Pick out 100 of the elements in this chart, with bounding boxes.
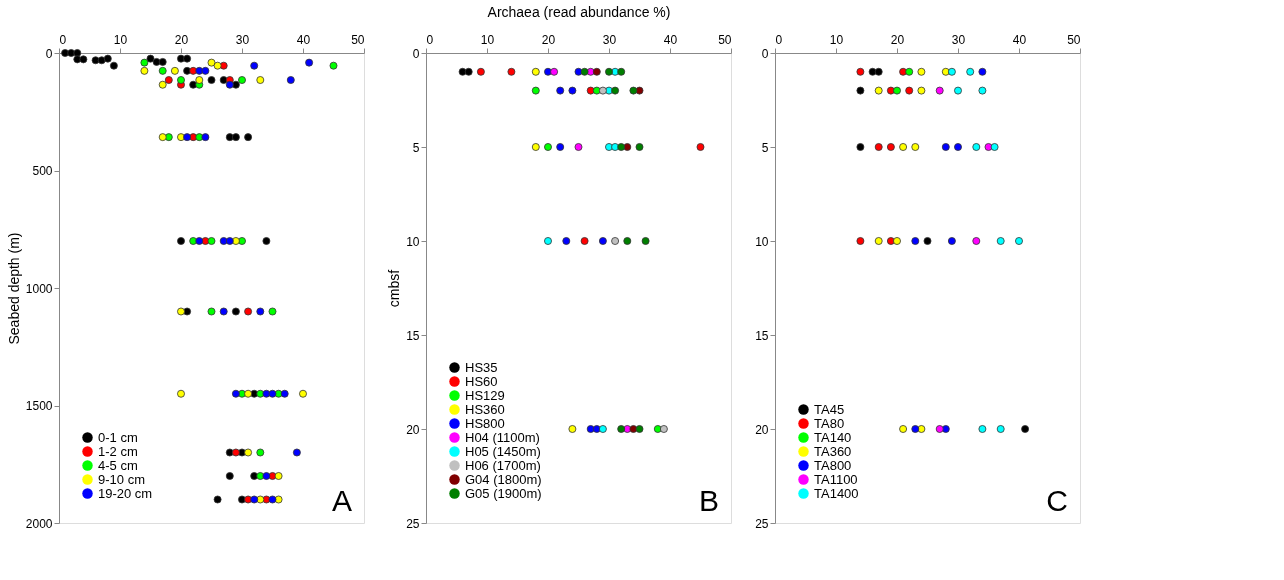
- point: [262, 472, 271, 480]
- y-tick-label: 20: [755, 422, 769, 437]
- point: [990, 143, 999, 151]
- legend-label: 1-2 cm: [98, 443, 138, 459]
- point: [183, 54, 192, 63]
- point: [586, 86, 595, 95]
- legend-label: 0-1 cm: [98, 429, 138, 445]
- point: [635, 143, 644, 151]
- point: [244, 307, 253, 316]
- point: [978, 425, 987, 433]
- point: [556, 143, 565, 151]
- y-tick-label: 2000: [25, 516, 53, 531]
- y-tick-label: 25: [406, 516, 420, 531]
- point: [207, 76, 216, 84]
- point: [623, 237, 632, 245]
- legend-label: HS129: [465, 387, 505, 403]
- x-tick-label: 10: [829, 32, 844, 47]
- point: [954, 86, 962, 95]
- legend-label: 9-10 cm: [98, 471, 145, 487]
- point: [984, 143, 993, 151]
- point: [935, 86, 944, 95]
- point: [598, 86, 607, 95]
- point: [598, 237, 607, 245]
- point: [476, 67, 485, 76]
- x-tick-label: 0: [426, 32, 434, 47]
- point: [899, 425, 908, 433]
- point: [146, 54, 155, 63]
- point: [580, 67, 589, 76]
- y-tick-label: 0: [412, 46, 420, 61]
- point: [899, 143, 908, 151]
- x-tick-label: 20: [174, 32, 189, 47]
- point: [856, 86, 865, 95]
- x-tick-label: 0: [59, 32, 67, 47]
- point: [109, 61, 118, 70]
- point: [231, 389, 240, 398]
- point: [195, 76, 204, 84]
- legend-label: 19-20 cm: [98, 485, 153, 501]
- point: [917, 67, 926, 76]
- point: [103, 54, 112, 63]
- point: [464, 67, 473, 76]
- point: [568, 425, 577, 433]
- point: [256, 448, 265, 457]
- point: [978, 67, 987, 76]
- point: [1015, 237, 1023, 245]
- point: [225, 237, 234, 245]
- point: [917, 86, 926, 95]
- point: [250, 61, 259, 70]
- y-tick-label: 20: [406, 422, 420, 437]
- point: [893, 237, 901, 245]
- point: [874, 86, 883, 95]
- point: [305, 58, 314, 67]
- point: [207, 237, 216, 245]
- point: [531, 67, 540, 76]
- x-tick-label: 30: [602, 32, 617, 47]
- x-tick-label: 20: [541, 32, 556, 47]
- legend-label: TA800: [814, 457, 852, 473]
- legend-label: HS60: [465, 373, 498, 389]
- point: [158, 80, 167, 89]
- x-tick-label: 30: [235, 32, 250, 47]
- point: [183, 133, 192, 142]
- point: [856, 67, 865, 76]
- point: [874, 237, 883, 245]
- x-axis-title: Archaea (read abundance %): [487, 3, 671, 20]
- point: [531, 86, 540, 95]
- point: [978, 86, 987, 95]
- point: [947, 67, 956, 76]
- point: [586, 425, 595, 433]
- x-tick-label: 10: [113, 32, 128, 47]
- point: [605, 67, 613, 76]
- point: [158, 58, 167, 66]
- point: [207, 58, 216, 67]
- point: [574, 143, 583, 151]
- point: [177, 237, 185, 245]
- point: [544, 143, 552, 151]
- point: [1021, 425, 1030, 433]
- point: [874, 143, 883, 151]
- point: [556, 86, 565, 95]
- point: [617, 143, 626, 151]
- point: [225, 472, 234, 480]
- point: [458, 67, 467, 76]
- point: [329, 61, 338, 70]
- point: [598, 425, 607, 433]
- legend-label: TA360: [814, 443, 852, 459]
- point: [201, 133, 210, 142]
- point: [195, 237, 204, 245]
- y-tick-label: 1000: [25, 281, 53, 296]
- x-tick-label: 40: [663, 32, 678, 47]
- point: [219, 76, 228, 84]
- point: [868, 67, 877, 76]
- point: [972, 237, 981, 245]
- point: [268, 495, 277, 504]
- point: [562, 237, 571, 245]
- x-tick-label: 50: [351, 32, 365, 47]
- point: [177, 389, 185, 398]
- x-tick-label: 50: [1067, 32, 1081, 47]
- point: [874, 67, 883, 76]
- x-tick-label: 30: [951, 32, 966, 47]
- point: [941, 143, 950, 151]
- point: [623, 143, 632, 151]
- legend-label: 4-5 cm: [98, 457, 138, 473]
